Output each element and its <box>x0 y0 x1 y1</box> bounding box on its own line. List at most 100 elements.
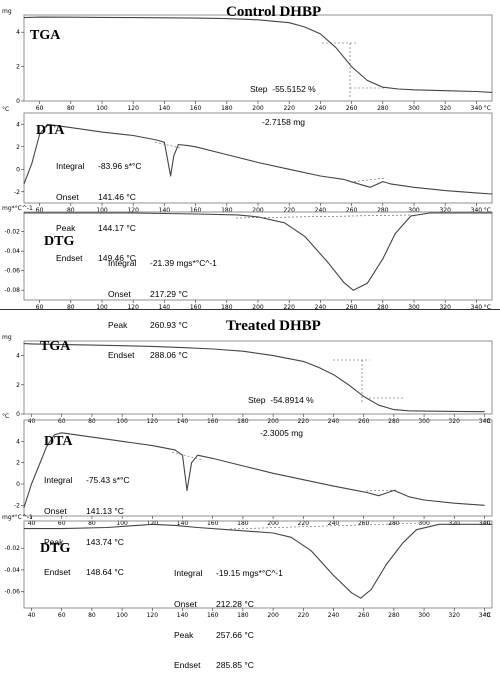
x-tick-label: 260 <box>358 612 370 619</box>
panel-label-dtg-control: DTG <box>44 234 75 249</box>
x-tick-label: 120 <box>147 520 159 527</box>
y-tick-label: -0.06 <box>4 268 20 275</box>
x-tick-label: 300 <box>418 612 430 619</box>
x-tick-label: 80 <box>88 612 96 619</box>
data-point <box>187 145 189 146</box>
data-point <box>444 190 446 191</box>
data-point <box>91 436 93 438</box>
data-line <box>23 432 485 508</box>
annotation-key: Endset <box>174 660 201 671</box>
x-tick-label: 200 <box>252 304 264 311</box>
data-point <box>178 144 179 145</box>
x-tick-label: 260 <box>346 207 358 214</box>
data-point <box>491 523 493 525</box>
x-tick-label: 220 <box>298 612 310 619</box>
data-point <box>173 155 175 157</box>
data-line <box>24 212 492 291</box>
thermal-analysis-plots: 60 80 100 120 140 160 180 200 220 240 260 280 300 320… <box>2 8 493 619</box>
x-tick-label: 40 <box>28 520 36 527</box>
data-point <box>378 404 380 406</box>
data-point <box>272 355 274 356</box>
x-tick-label: 180 <box>221 207 233 214</box>
data-point <box>327 262 329 264</box>
figure-divider <box>0 309 500 310</box>
data-point <box>174 449 176 451</box>
x-unit-label: °C <box>484 612 491 619</box>
x-tick-label: 260 <box>358 520 370 527</box>
data-point <box>333 575 334 576</box>
panel-label-dta-treated: DTA <box>44 434 73 449</box>
data-point <box>70 127 72 128</box>
annotation-key: Onset <box>44 506 67 517</box>
data-point <box>121 440 123 442</box>
data-point <box>132 17 134 18</box>
data-point <box>61 344 63 345</box>
annotation-key: Integral <box>56 161 85 172</box>
annotation-key: Integral <box>174 568 203 579</box>
annotation-key: Peak <box>44 536 64 547</box>
data-point <box>416 529 417 531</box>
x-tick-label: 320 <box>439 105 451 112</box>
x-tick-label: 120 <box>127 207 139 214</box>
figure-title-treated: Treated DHBP <box>226 318 321 334</box>
panel-label-dtg-treated: DTG <box>40 541 71 556</box>
data-point <box>343 282 345 283</box>
data-point <box>132 135 134 136</box>
y-unit-label: °C <box>2 413 9 420</box>
y-tick-label: -2 <box>14 502 20 509</box>
data-point <box>31 163 33 164</box>
y-tick-label: -0.02 <box>4 545 20 552</box>
data-point <box>408 410 410 412</box>
data-point <box>53 434 55 436</box>
data-point <box>476 91 477 92</box>
data-point <box>351 66 352 67</box>
x-tick-label: 160 <box>207 520 219 527</box>
annotation-key: Onset <box>108 289 131 300</box>
data-point <box>348 384 349 386</box>
x-tick-label: 60 <box>58 418 66 425</box>
y-tick-label: 0 <box>16 166 20 173</box>
baseline-line <box>171 451 204 461</box>
x-tick-label: 200 <box>252 105 264 112</box>
data-point <box>101 131 103 133</box>
x-tick-label: 340 <box>479 520 491 527</box>
y-tick-label: 4 <box>16 29 20 36</box>
data-point <box>257 19 259 21</box>
x-tick-label: 120 <box>147 612 159 619</box>
data-point <box>212 348 214 350</box>
x-unit-label: °C <box>484 105 491 112</box>
x-tick-label: 280 <box>388 418 400 425</box>
x-tick-label: 100 <box>116 612 128 619</box>
step-percent: -54.8914 % <box>270 395 314 405</box>
y-unit-label: mg <box>2 334 12 341</box>
data-point <box>394 233 396 234</box>
data-point <box>363 396 365 397</box>
x-unit-label: °C <box>484 304 491 311</box>
panel-label-dta-control: DTA <box>36 123 65 138</box>
data-point <box>369 186 371 188</box>
x-tick-label: 320 <box>439 207 451 214</box>
data-point <box>320 33 321 35</box>
data-point <box>491 193 493 195</box>
panel-dtg-1: 40 60 80 100 120 140 160 180 200 220 240 260 280 300 3… <box>2 514 493 619</box>
data-point <box>46 446 47 448</box>
x-tick-label: 240 <box>315 304 327 311</box>
data-point <box>352 289 354 291</box>
data-point <box>23 528 25 529</box>
data-point <box>23 507 25 508</box>
x-tick-label: 140 <box>159 207 171 214</box>
data-point <box>390 183 391 185</box>
data-point <box>195 17 196 19</box>
data-point <box>378 495 380 497</box>
x-tick-label: 300 <box>418 520 430 527</box>
y-tick-label: 0 <box>16 411 20 418</box>
x-tick-label: 340 <box>479 418 491 425</box>
x-tick-label: 100 <box>96 105 108 112</box>
baseline-line <box>154 141 181 149</box>
annotation-key: Endset <box>108 350 135 361</box>
data-point <box>335 47 337 49</box>
data-point <box>272 472 274 474</box>
plot-frame <box>23 419 493 517</box>
y-tick-label: 2 <box>16 382 20 389</box>
data-point <box>393 409 395 410</box>
